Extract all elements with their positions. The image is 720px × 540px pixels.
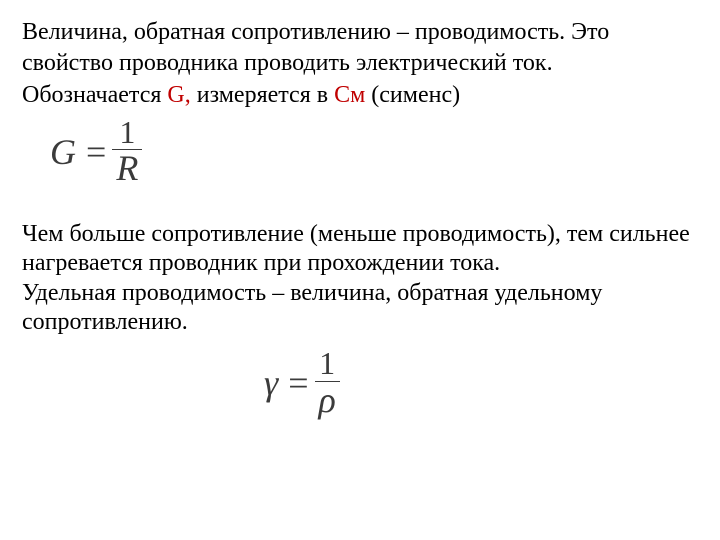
formula2-denominator: ρ: [315, 382, 340, 420]
slide: Величина, обратная сопротивлению – прово…: [0, 0, 720, 540]
formula1-lhs: G: [50, 131, 76, 173]
formula2-equals: =: [288, 362, 308, 404]
paragraph-2-line-4: сопротивлению.: [22, 308, 698, 337]
paragraph-1-line-2: свойство проводника проводить электричес…: [22, 49, 698, 78]
formula1-denominator: R: [112, 150, 142, 188]
paragraph-2-line-1: Чем больше сопротивление (меньше проводи…: [22, 220, 698, 249]
symbol-g: G,: [167, 82, 190, 108]
formula1-numerator: 1: [112, 116, 142, 151]
unit-siemens: См: [334, 82, 365, 108]
formula2-numerator: 1: [315, 347, 340, 382]
formula2-lhs: γ: [264, 362, 278, 404]
paragraph-2-line-2: нагревается проводник при прохождении то…: [22, 249, 698, 278]
paragraph-1-line-3: Обозначается G, измеряется в См (сименс): [22, 81, 698, 110]
formula1-equals: =: [86, 131, 106, 173]
formula1-fraction: 1 R: [112, 116, 142, 188]
formula-conductance: G = 1 R: [50, 116, 698, 188]
formula-specific-conductance: γ = 1 ρ: [264, 347, 698, 419]
paragraph-2-line-3: Удельная проводимость – величина, обратн…: [22, 279, 698, 308]
p1l3-suffix: (сименс): [365, 82, 460, 108]
spacer: [22, 196, 698, 220]
paragraph-1-line-1: Величина, обратная сопротивлению – прово…: [22, 18, 698, 47]
p1l3-mid: измеряется в: [191, 82, 334, 108]
formula2-fraction: 1 ρ: [315, 347, 340, 419]
p1l3-prefix: Обозначается: [22, 82, 167, 108]
